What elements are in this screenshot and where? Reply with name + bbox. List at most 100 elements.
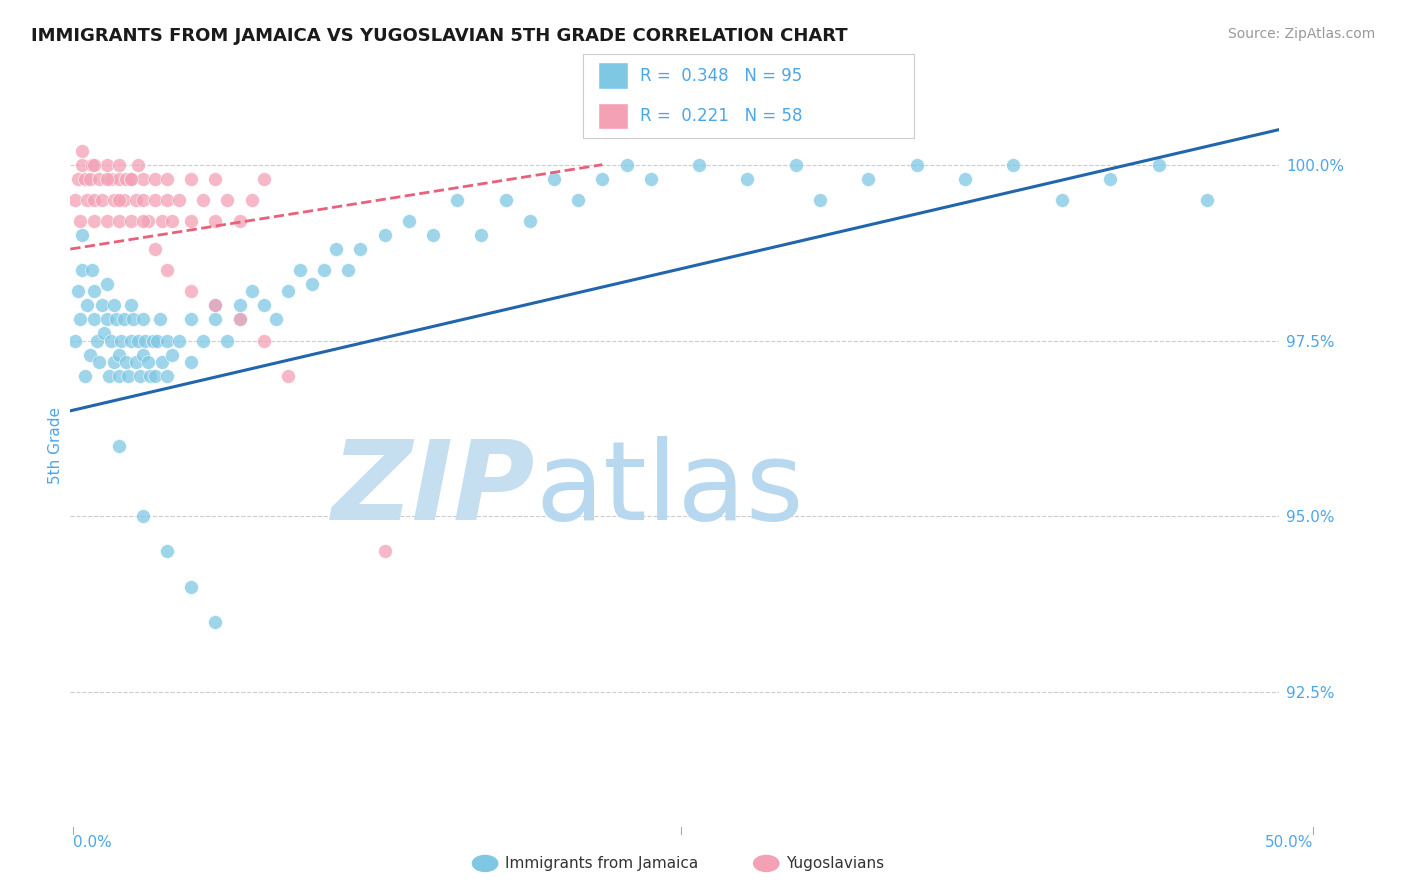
Text: IMMIGRANTS FROM JAMAICA VS YUGOSLAVIAN 5TH GRADE CORRELATION CHART: IMMIGRANTS FROM JAMAICA VS YUGOSLAVIAN 5… — [31, 27, 848, 45]
Point — [228, 312, 250, 326]
Point — [124, 354, 146, 368]
Point — [124, 193, 146, 207]
Point — [277, 285, 299, 299]
Point — [83, 193, 105, 207]
Text: 50.0%: 50.0% — [1265, 836, 1313, 850]
Point — [120, 298, 142, 312]
Point — [103, 193, 125, 207]
Point — [141, 334, 163, 348]
Text: ZIP: ZIP — [332, 436, 536, 543]
Point — [167, 193, 190, 207]
Point — [180, 171, 202, 186]
Point — [132, 214, 155, 228]
Point — [73, 368, 96, 383]
Point — [240, 193, 263, 207]
Point — [69, 312, 91, 326]
Point — [132, 171, 155, 186]
Point — [139, 368, 162, 383]
Point — [143, 171, 166, 186]
Point — [217, 334, 239, 348]
Point — [83, 214, 105, 228]
Point — [107, 439, 129, 453]
Point — [83, 285, 105, 299]
Point — [127, 158, 149, 172]
Point — [1099, 171, 1122, 186]
Point — [112, 312, 135, 326]
Point — [808, 193, 831, 207]
Point — [96, 277, 118, 292]
Text: atlas: atlas — [536, 436, 804, 543]
Point — [1195, 193, 1218, 207]
Point — [591, 171, 613, 186]
Point — [156, 263, 179, 277]
Point — [132, 312, 155, 326]
Point — [228, 298, 250, 312]
Point — [63, 334, 86, 348]
Point — [93, 326, 115, 341]
Point — [204, 214, 226, 228]
Point — [337, 263, 360, 277]
Point — [90, 193, 112, 207]
Point — [79, 348, 101, 362]
Point — [325, 242, 347, 256]
Point — [204, 171, 226, 186]
Point — [204, 615, 226, 629]
Point — [132, 509, 155, 524]
Point — [96, 312, 118, 326]
Point — [398, 214, 420, 228]
Point — [143, 368, 166, 383]
Point — [156, 368, 179, 383]
Point — [160, 214, 183, 228]
Point — [73, 171, 96, 186]
Point — [905, 158, 928, 172]
Point — [72, 263, 94, 277]
Text: Yugoslavians: Yugoslavians — [786, 856, 884, 871]
Point — [120, 334, 142, 348]
Point — [953, 171, 976, 186]
Point — [446, 193, 468, 207]
Point — [193, 334, 215, 348]
Point — [495, 193, 517, 207]
Point — [90, 298, 112, 312]
Point — [110, 334, 132, 348]
Point — [150, 354, 173, 368]
Point — [193, 193, 215, 207]
Point — [180, 354, 202, 368]
Point — [156, 171, 179, 186]
Point — [253, 334, 276, 348]
Point — [115, 171, 138, 186]
Point — [120, 171, 142, 186]
Point — [107, 171, 129, 186]
Point — [422, 227, 444, 242]
Point — [228, 312, 250, 326]
Point — [134, 334, 156, 348]
Text: Source: ZipAtlas.com: Source: ZipAtlas.com — [1227, 27, 1375, 41]
Point — [264, 312, 287, 326]
Point — [217, 193, 239, 207]
Point — [96, 171, 118, 186]
Point — [120, 171, 142, 186]
Point — [1147, 158, 1170, 172]
Point — [737, 171, 759, 186]
Point — [288, 263, 311, 277]
Text: 0.0%: 0.0% — [73, 836, 112, 850]
Point — [150, 214, 173, 228]
Point — [115, 354, 138, 368]
Point — [98, 368, 121, 383]
Point — [120, 214, 142, 228]
Text: R =  0.221   N = 58: R = 0.221 N = 58 — [640, 107, 803, 125]
Point — [858, 171, 880, 186]
Point — [688, 158, 710, 172]
Point — [103, 354, 125, 368]
Point — [117, 368, 139, 383]
Point — [89, 354, 111, 368]
Point — [616, 158, 638, 172]
Point — [470, 227, 492, 242]
Point — [143, 242, 166, 256]
Point — [543, 171, 565, 186]
Point — [167, 334, 190, 348]
Point — [156, 193, 179, 207]
Point — [785, 158, 807, 172]
Point — [204, 312, 226, 326]
Point — [107, 158, 129, 172]
